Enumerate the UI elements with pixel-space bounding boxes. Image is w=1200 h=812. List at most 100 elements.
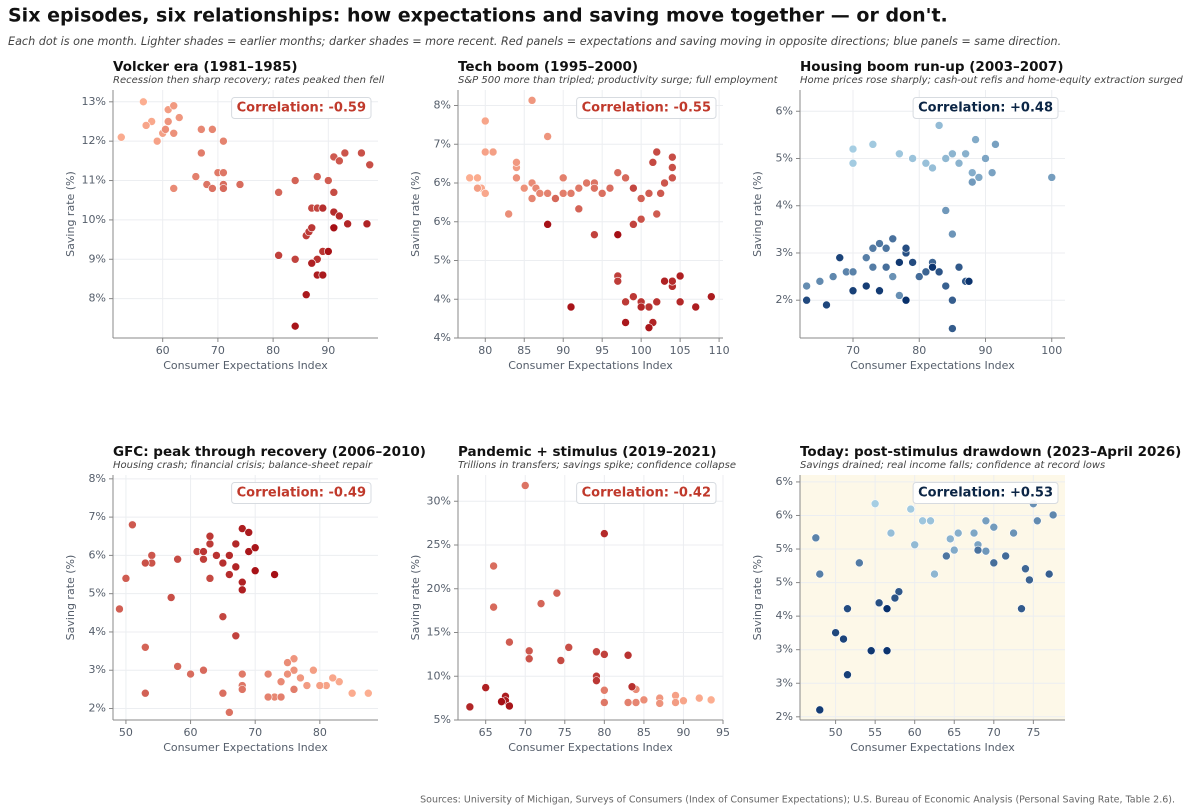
x-tick-label: 90: [979, 344, 993, 357]
data-point: [270, 570, 279, 579]
x-tick-label: 75: [1026, 726, 1040, 739]
data-point: [318, 270, 328, 280]
data-point: [169, 184, 179, 193]
panel-subtitle: Recession then sharp recovery; rates pea…: [113, 75, 385, 86]
data-point: [605, 183, 615, 193]
data-point: [186, 669, 195, 679]
panel-subtitle: Home prices rose sharply; cash-out refis…: [800, 75, 1183, 86]
y-tick-label: 5%: [776, 576, 793, 589]
data-point: [364, 688, 373, 698]
y-tick-label: 11%: [82, 174, 106, 187]
annotation-box: [231, 97, 372, 119]
panel-title: Volcker era (1981–1985): [113, 59, 298, 75]
data-point: [139, 97, 148, 107]
data-point: [875, 286, 884, 296]
data-point: [881, 243, 891, 253]
data-point: [225, 708, 234, 717]
data-point: [329, 188, 339, 197]
data-point: [128, 520, 137, 530]
data-point: [231, 562, 241, 572]
panel-subtitle: Trillions in transfers; savings spike; c…: [458, 460, 736, 471]
data-point: [882, 646, 892, 656]
data-point: [309, 665, 318, 675]
data-point: [147, 551, 157, 560]
data-point: [1047, 173, 1057, 182]
data-point: [524, 654, 534, 664]
data-point: [934, 121, 944, 130]
y-tick-label: 4%: [776, 609, 793, 622]
data-point: [953, 528, 963, 538]
data-point: [473, 183, 482, 193]
x-tick-label: 70: [846, 344, 860, 357]
data-point: [574, 183, 584, 193]
data-point: [881, 262, 891, 272]
data-point: [335, 156, 344, 166]
data-point: [1017, 604, 1026, 613]
x-tick-label: 85: [637, 726, 651, 739]
data-point: [208, 184, 217, 193]
data-point: [163, 117, 173, 126]
annotation: Correlation: -0.42: [582, 486, 711, 501]
data-point: [218, 688, 228, 698]
data-point: [901, 295, 911, 305]
data-point: [289, 665, 299, 675]
x-tick-label: 50: [119, 726, 133, 739]
x-tick-label: 60: [156, 344, 170, 357]
data-point: [519, 183, 529, 193]
data-point: [600, 650, 609, 659]
data-point: [668, 276, 677, 286]
data-point: [868, 140, 878, 149]
x-tick-label: 110: [709, 344, 730, 357]
panel-title: Housing boom run-up (2003–2007): [800, 59, 1064, 75]
data-point: [948, 229, 957, 239]
panel-subtitle: Housing crash; financial crisis; balance…: [113, 460, 373, 471]
data-point: [908, 258, 917, 267]
data-point: [465, 173, 474, 183]
data-point: [512, 173, 521, 183]
data-point: [870, 499, 880, 509]
y-tick-label: 30%: [427, 494, 451, 507]
x-tick-label: 80: [912, 344, 926, 357]
data-point: [505, 701, 514, 711]
data-point: [964, 277, 974, 286]
x-axis-label: Consumer Expectations Index: [508, 359, 673, 372]
data-point: [290, 254, 300, 264]
data-point: [890, 593, 900, 603]
y-axis-label: Saving rate (%): [64, 555, 77, 641]
y-tick-label: 3%: [776, 643, 793, 656]
data-point: [329, 223, 339, 233]
y-tick-label: 3%: [776, 246, 793, 259]
data-point: [1021, 564, 1030, 574]
y-tick-label: 6%: [89, 548, 106, 561]
data-point: [480, 116, 490, 126]
y-axis-label: Saving rate (%): [409, 171, 422, 257]
data-point: [116, 132, 126, 142]
data-point: [600, 698, 609, 707]
annotation-box: [576, 97, 717, 119]
x-tick-label: 70: [211, 344, 225, 357]
data-point: [613, 276, 623, 286]
data-point: [981, 516, 991, 526]
y-tick-label: 5%: [89, 587, 106, 600]
x-tick-label: 80: [266, 344, 280, 357]
x-tick-label: 95: [716, 726, 730, 739]
data-point: [212, 551, 221, 560]
x-axis-label: Consumer Expectations Index: [508, 741, 673, 754]
data-point: [512, 158, 521, 167]
x-tick-label: 65: [479, 726, 493, 739]
data-point: [921, 158, 931, 168]
y-tick-label: 6%: [434, 176, 451, 189]
data-point: [174, 113, 184, 122]
data-point: [954, 158, 964, 168]
data-point: [520, 481, 530, 490]
y-tick-label: 9%: [89, 252, 106, 265]
data-point: [948, 149, 957, 159]
panel-title: Pandemic + stimulus (2019–2021): [458, 444, 716, 460]
data-point: [888, 234, 898, 244]
data-point: [543, 220, 552, 229]
data-point: [558, 173, 568, 183]
annotation-box: [576, 482, 717, 504]
data-point: [335, 211, 344, 221]
data-point: [694, 693, 704, 703]
